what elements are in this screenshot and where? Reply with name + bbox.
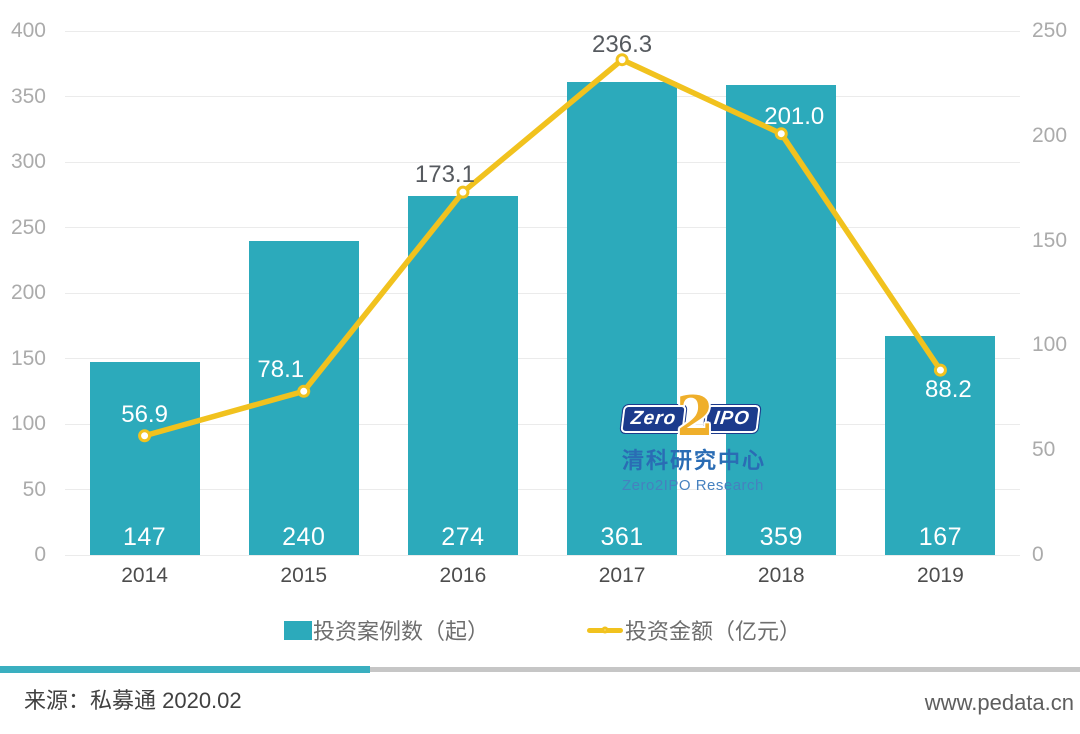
left-axis-tick-100: 100 (10, 412, 46, 435)
bar-value-label-2014: 147 (122, 523, 167, 551)
right-axis-tick-100: 100 (1032, 333, 1068, 357)
gridline (65, 554, 1020, 556)
left-axis-tick-0: 0 (34, 543, 46, 566)
left-axis-tick-250: 250 (10, 215, 46, 239)
line-marker-2016 (456, 185, 470, 199)
right-axis-tick-50: 50 (1032, 438, 1056, 462)
source-caption: 来源：私募通 2020.02 (24, 688, 242, 713)
x-axis-label-2016: 2016 (439, 564, 487, 587)
right-axis-tick-200: 200 (1032, 123, 1068, 147)
divider-gray-segment (370, 667, 1080, 672)
line-marker-2015 (297, 384, 311, 398)
line-value-label-2017: 236.3 (592, 30, 653, 58)
line-value-label-2015: 78.1 (257, 356, 305, 384)
right-axis-tick-0: 0 (1032, 543, 1044, 566)
legend-label-cases: 投资案例数（起） (313, 619, 490, 644)
bar-value-label-2015: 240 (282, 523, 326, 551)
legend: 投资案例数（起） 投资金额（亿元） (0, 618, 1080, 644)
bar-value-label-2018: 359 (759, 523, 803, 551)
left-axis-tick-150: 150 (10, 346, 46, 370)
line-swatch-icon (587, 626, 623, 634)
line-value-label-2019: 88.2 (925, 376, 972, 404)
line-marker-2018 (774, 127, 788, 141)
gridline (65, 423, 1020, 425)
left-axis-tick-50: 50 (22, 477, 46, 501)
line-value-label-2018: 201.0 (764, 102, 825, 130)
gridline (65, 227, 1020, 228)
line-marker-2019 (933, 363, 947, 377)
zero2ipo-watermark: Zero 2 IPO 清科研究中心 Zero2IPO Research (619, 386, 767, 494)
left-axis-tick-400: 400 (10, 19, 46, 42)
watermark-english-name: Zero2IPO Research (622, 477, 764, 494)
left-axis-tick-300: 300 (10, 150, 46, 173)
gridline (65, 358, 1020, 359)
left-axis-tick-350: 350 (10, 84, 46, 108)
bar-2016 (407, 196, 518, 555)
watermark-chinese-name: 清科研究中心 (622, 448, 767, 473)
bar-value-label-2017: 361 (600, 523, 644, 551)
line-marker-2014 (138, 429, 152, 443)
line-value-label-2016: 173.1 (414, 161, 475, 189)
gridline (65, 489, 1020, 490)
bar-2014 (89, 362, 200, 555)
left-axis-tick-200: 200 (10, 281, 46, 304)
right-axis-tick-250: 250 (1032, 19, 1068, 42)
legend-item-investment-amount: 投资金额（亿元） (587, 618, 801, 644)
gridline (65, 161, 1020, 163)
bar-value-label-2019: 167 (918, 523, 963, 551)
bar-2017 (567, 82, 678, 555)
logo-two-numeral: 2 (676, 384, 714, 448)
zero2ipo-logo: Zero 2 IPO (619, 386, 766, 443)
x-axis-label-2015: 2015 (280, 564, 328, 587)
gridline (65, 30, 1020, 32)
bar-value-label-2016: 274 (441, 523, 485, 551)
bar-2018 (726, 84, 837, 555)
legend-item-investment-cases: 投资案例数（起） (284, 618, 489, 644)
legend-label-amount: 投资金额（亿元） (625, 619, 802, 644)
line-marker-icon (601, 626, 609, 634)
right-axis-tick-150: 150 (1032, 228, 1068, 252)
website-caption: www.pedata.cn (924, 690, 1074, 715)
divider-teal-segment (0, 666, 370, 673)
bar-swatch-icon (284, 620, 312, 640)
line-value-label-2014: 56.9 (121, 400, 168, 428)
gridline (65, 96, 1020, 97)
line-marker-2017 (615, 53, 629, 67)
x-axis-label-2018: 2018 (757, 564, 805, 587)
x-axis-label-2019: 2019 (917, 564, 964, 587)
x-axis-label-2014: 2014 (121, 564, 168, 587)
gridline (65, 292, 1020, 294)
x-axis-label-2017: 2017 (598, 564, 646, 587)
line-path (141, 56, 944, 439)
